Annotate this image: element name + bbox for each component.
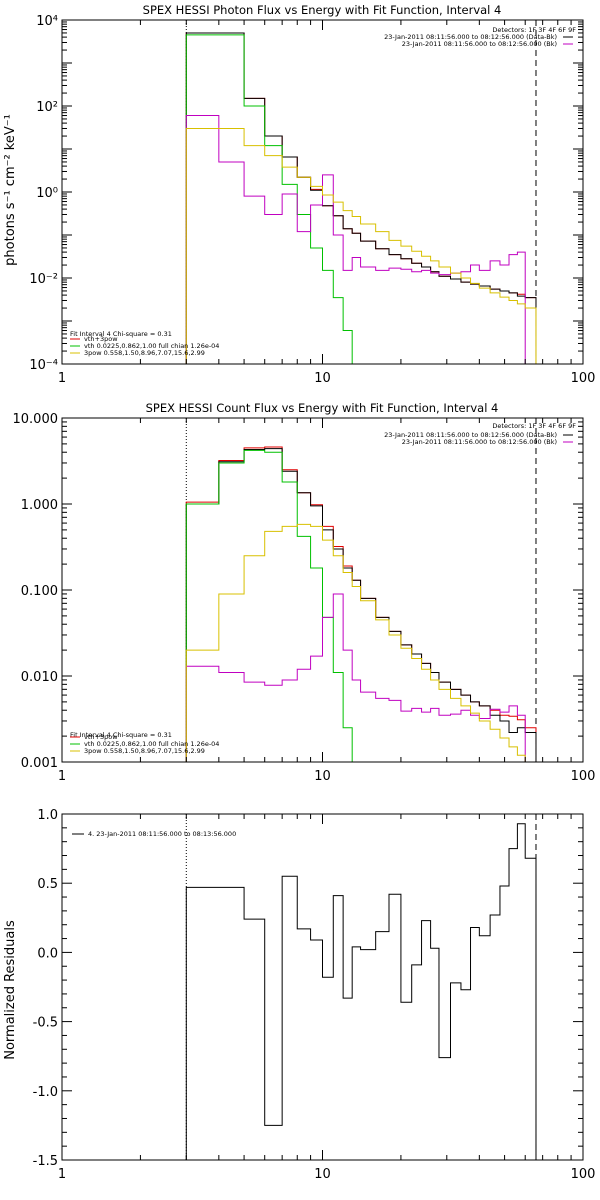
x-tick-label: 10 bbox=[314, 371, 331, 386]
y-tick-label: 1.000 bbox=[21, 498, 58, 513]
y-tick-label: 0.010 bbox=[21, 670, 58, 685]
x-tick-label: 100 bbox=[571, 769, 596, 784]
detectors-label: Detectors: 1F 3F 4F 6F 9F bbox=[492, 26, 576, 34]
axes-frame bbox=[61, 813, 584, 1161]
series-line-1 bbox=[185, 32, 537, 364]
fit-label: Fit Interval 4 Chi-square = 0.31 bbox=[70, 330, 172, 338]
legend-entry-label: 23-Jan-2011 08:11:56.000 to 08:12:56.000… bbox=[402, 40, 557, 48]
y-tick-label: 10⁴ bbox=[36, 14, 58, 29]
series-line-3 bbox=[185, 115, 537, 364]
y-tick-label: -1.5 bbox=[33, 1154, 58, 1169]
series-line-2 bbox=[185, 34, 362, 364]
legend-entry-label: vth 0.0225,0.862,1.00 full chian 1.26e-0… bbox=[84, 342, 219, 350]
chart-title: SPEX HESSI Photon Flux vs Energy with Fi… bbox=[143, 3, 502, 17]
series-line-4 bbox=[185, 127, 537, 364]
x-tick-label: 1 bbox=[58, 1167, 66, 1182]
y-tick-label: 1.0 bbox=[37, 808, 58, 823]
plot-area bbox=[185, 418, 537, 762]
series-line-1 bbox=[185, 448, 537, 762]
fit-label: Fit Interval 4 Chi-square = 0.31 bbox=[70, 731, 172, 739]
legend-entry-label: 23-Jan-2011 08:11:56.000 to 08:12:56.000… bbox=[384, 431, 557, 439]
legend-entry-label: 23-Jan-2011 08:11:56.000 to 08:12:56.000… bbox=[384, 33, 557, 41]
legend-entry-label: vth+3pow bbox=[84, 733, 118, 741]
legend-entry-label: 3pow 0.558,1.50,8.96,7.07,15.6,2.99 bbox=[84, 747, 205, 755]
y-tick-label: 10.000 bbox=[13, 412, 59, 427]
detectors-label: Detectors: 1F 3F 4F 6F 9F bbox=[492, 422, 576, 430]
series-line-2 bbox=[185, 449, 353, 762]
y-tick-label: 0.5 bbox=[37, 877, 58, 892]
y-tick-label: 10⁰ bbox=[36, 186, 58, 201]
legend-entry-label: vth 0.0225,0.862,1.00 full chian 1.26e-0… bbox=[84, 740, 219, 748]
count-flux-panel: SPEX HESSI Count Flux vs Energy with Fit… bbox=[13, 401, 596, 784]
y-tick-label: 0.100 bbox=[21, 584, 58, 599]
plot-area bbox=[185, 814, 537, 1160]
y-axis-label: photons s⁻¹ cm⁻² keV⁻¹ bbox=[3, 114, 18, 266]
x-tick-label: 10 bbox=[314, 769, 331, 784]
photon-flux-panel: SPEX HESSI Photon Flux vs Energy with Fi… bbox=[3, 3, 596, 386]
series-line-3 bbox=[185, 593, 526, 762]
series-line-0 bbox=[185, 823, 537, 1160]
y-axis-label: Normalized Residuals bbox=[3, 920, 18, 1060]
y-tick-label: 0.001 bbox=[21, 756, 58, 771]
x-tick-label: 1 bbox=[58, 769, 66, 784]
series-line-0 bbox=[185, 446, 537, 762]
plot-area bbox=[185, 20, 537, 364]
y-tick-label: 10² bbox=[36, 100, 58, 115]
y-tick-label: 10⁻⁴ bbox=[29, 358, 58, 373]
x-tick-label: 100 bbox=[571, 1167, 596, 1182]
chart-title: SPEX HESSI Count Flux vs Energy with Fit… bbox=[146, 401, 499, 415]
x-tick-label: 100 bbox=[571, 371, 596, 386]
legend-entry-label: 3pow 0.558,1.50,8.96,7.07,15.6,2.99 bbox=[84, 349, 205, 357]
legend-entry-label: 4. 23-Jan-2011 08:11:56.000 to 08:13:56.… bbox=[88, 830, 236, 838]
x-tick-label: 1 bbox=[58, 371, 66, 386]
series-line-0 bbox=[185, 32, 537, 364]
legend-entry-label: 23-Jan-2011 08:11:56.000 to 08:12:56.000… bbox=[402, 438, 557, 446]
y-tick-label: 10⁻² bbox=[29, 272, 58, 287]
series-line-4 bbox=[185, 523, 526, 762]
x-tick-label: 10 bbox=[314, 1167, 331, 1182]
y-tick-label: -0.5 bbox=[33, 1016, 58, 1031]
residuals-panel: Normalized Residuals 1 10 100 -1.5 -1.0 -0.5 0… bbox=[3, 808, 595, 1182]
legend-entry-label: vth+3pow bbox=[84, 335, 118, 343]
y-tick-label: -1.0 bbox=[33, 1085, 58, 1100]
y-tick-label: 0.0 bbox=[37, 946, 58, 961]
